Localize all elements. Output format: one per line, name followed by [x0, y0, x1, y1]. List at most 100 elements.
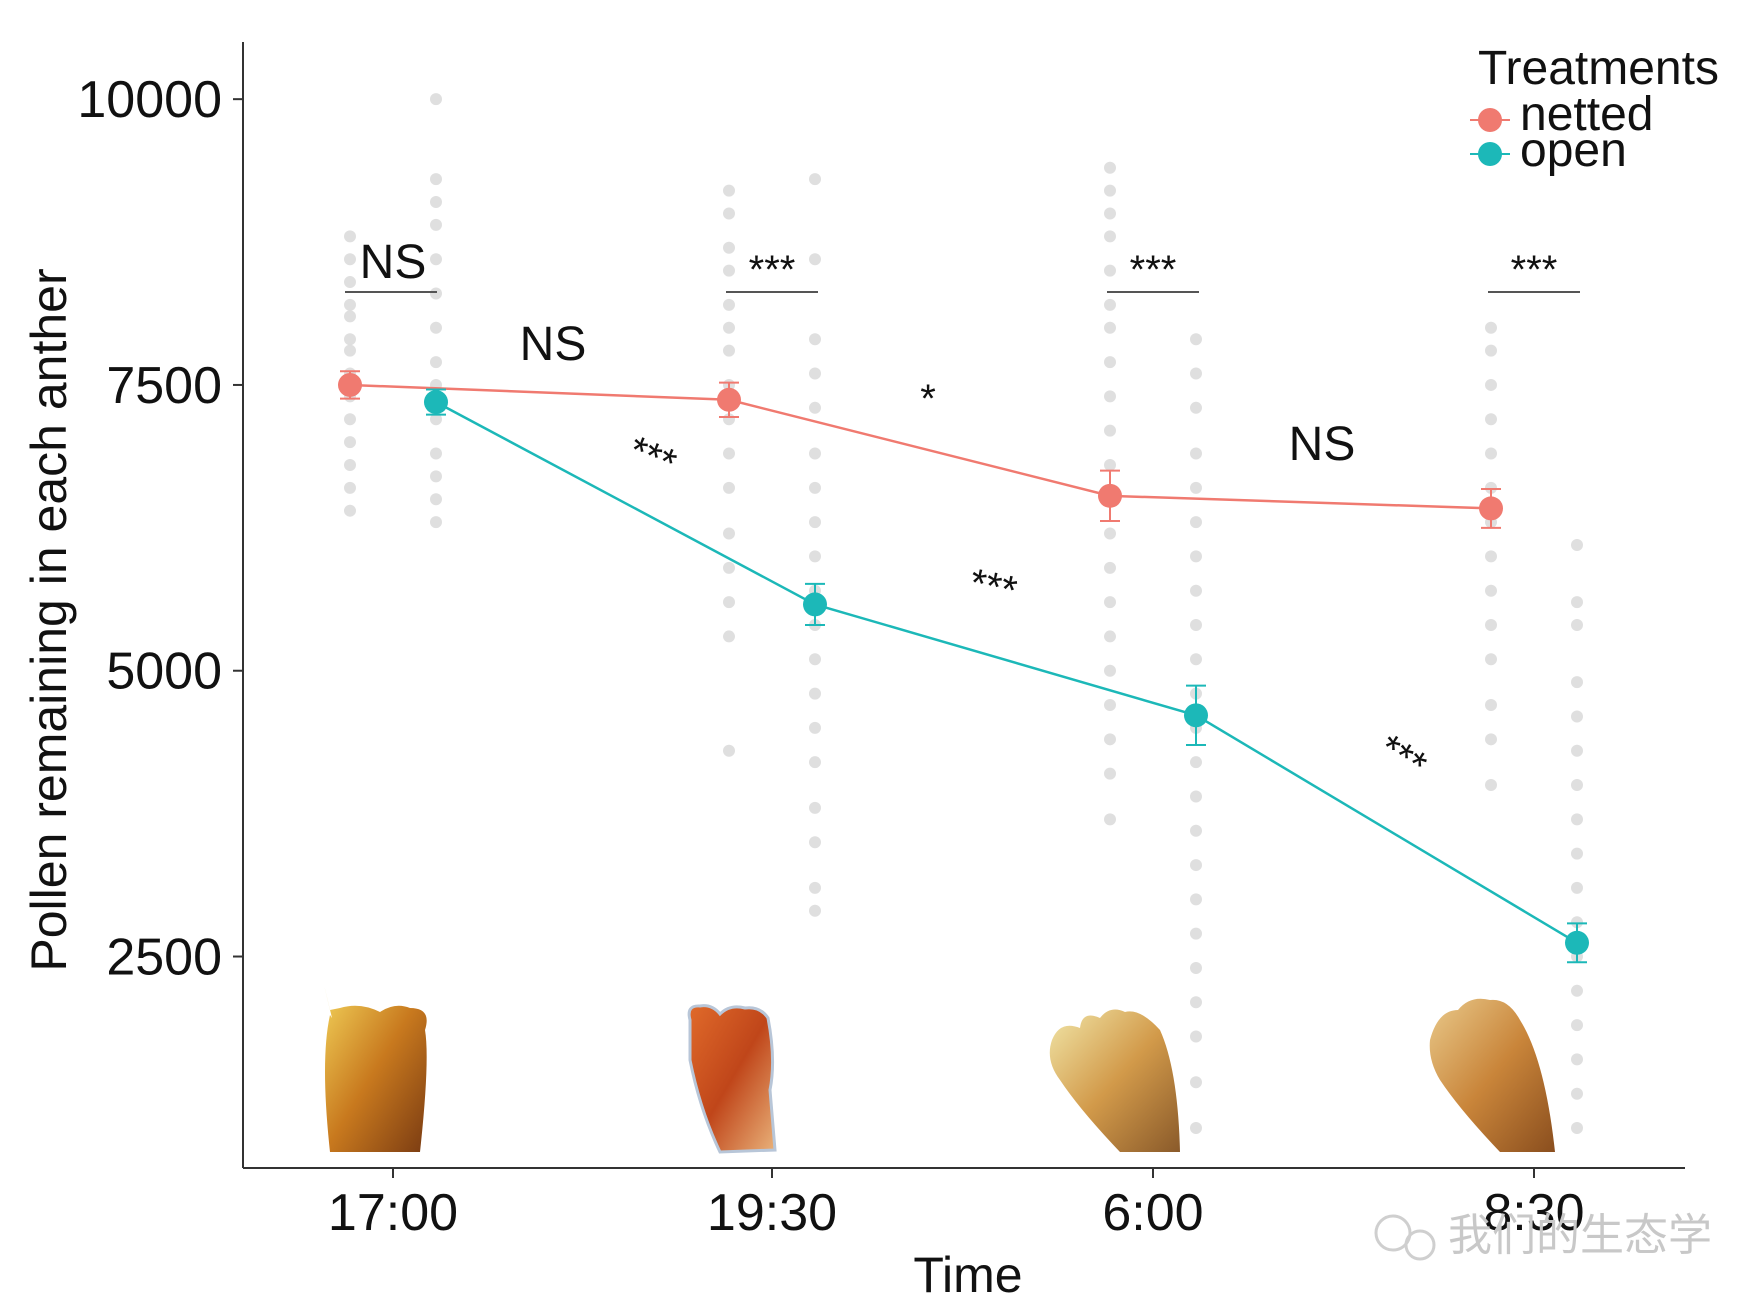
- sig-between-17-00: NS: [360, 236, 427, 289]
- raw-point: [809, 881, 821, 894]
- raw-point: [1571, 881, 1583, 894]
- raw-point: [1571, 676, 1583, 689]
- raw-point: [430, 196, 442, 209]
- raw-point: [1104, 184, 1116, 197]
- raw-point: [1485, 447, 1497, 460]
- anther-image-4: [1429, 998, 1555, 1152]
- series-line-open: [435, 400, 1578, 944]
- watermark-chat-icon-2: [1404, 1229, 1436, 1261]
- raw-point: [1485, 550, 1497, 563]
- raw-point: [1190, 481, 1202, 494]
- raw-point: [1190, 447, 1202, 460]
- raw-point: [1190, 1076, 1202, 1089]
- sig-open-seg-2: ***: [966, 561, 1021, 614]
- legend-label-netted: netted: [1520, 88, 1653, 141]
- raw-point: [430, 321, 442, 334]
- raw-point: [1571, 744, 1583, 757]
- raw-point: [1104, 321, 1116, 334]
- raw-point: [1190, 584, 1202, 597]
- mean-point-netted: [338, 372, 362, 397]
- raw-point: [1190, 756, 1202, 769]
- raw-point: [1104, 699, 1116, 712]
- raw-point: [1571, 916, 1583, 929]
- raw-point: [1190, 516, 1202, 529]
- raw-point: [1104, 630, 1116, 643]
- raw-point: [723, 596, 735, 609]
- raw-point: [1485, 779, 1497, 792]
- raw-point: [723, 447, 735, 460]
- watermark-chat-icon: [1374, 1214, 1412, 1252]
- raw-point: [723, 344, 735, 357]
- raw-point: [1104, 458, 1116, 471]
- sig-between-8-30: ***: [1511, 248, 1558, 292]
- raw-point: [723, 241, 735, 254]
- raw-point: [1485, 619, 1497, 632]
- raw-point: [1485, 413, 1497, 426]
- legend: Treatments netted open: [1470, 42, 1719, 177]
- raw-point: [809, 801, 821, 814]
- series-line-netted: [349, 383, 1492, 510]
- raw-point: [809, 447, 821, 460]
- raw-point: [1190, 893, 1202, 906]
- x-ticks: 17:00 19:30 6:00 8:30: [328, 1168, 1585, 1242]
- raw-point: [1190, 550, 1202, 563]
- mean-point-netted: [717, 387, 741, 412]
- sig-open-seg-3: ***: [1371, 726, 1434, 788]
- anther-image-1: [324, 986, 427, 1152]
- raw-point: [1104, 424, 1116, 437]
- raw-point: [430, 493, 442, 506]
- raw-point: [1104, 733, 1116, 746]
- anther-image-2: [687, 1004, 777, 1154]
- mean-point-netted: [1479, 496, 1503, 521]
- sig-between-6-00: ***: [1130, 248, 1177, 292]
- raw-point: [344, 504, 356, 517]
- legend-label-open: open: [1520, 124, 1627, 177]
- raw-point: [1571, 847, 1583, 860]
- raw-point: [344, 481, 356, 494]
- sig-netted-seg-1: NS: [520, 318, 587, 371]
- raw-point: [344, 276, 356, 289]
- raw-point: [430, 287, 442, 300]
- raw-point: [723, 321, 735, 334]
- x-axis-title: Time: [913, 1247, 1022, 1299]
- raw-point: [344, 298, 356, 311]
- raw-point: [1104, 161, 1116, 174]
- raw-point: [430, 253, 442, 266]
- raw-point: [1190, 1030, 1202, 1043]
- raw-point: [809, 550, 821, 563]
- raw-point: [723, 561, 735, 574]
- raw-point: [1190, 927, 1202, 940]
- raw-point: [809, 687, 821, 700]
- raw-point: [344, 253, 356, 266]
- y-axis-title: Pollen remaining in each anther: [21, 268, 77, 971]
- raw-point: [1485, 584, 1497, 597]
- legend-marker-netted: [1478, 108, 1502, 132]
- raw-point: [1190, 996, 1202, 1009]
- raw-point: [430, 413, 442, 426]
- raw-point: [809, 516, 821, 529]
- raw-point: [344, 436, 356, 449]
- y-tick-label: 2500: [106, 929, 222, 987]
- raw-point: [1190, 961, 1202, 974]
- y-tick-label: 7500: [106, 357, 222, 415]
- raw-point: [723, 298, 735, 311]
- significance-layer: NS *** *** *** NS * NS *** *** ***: [345, 236, 1580, 788]
- raw-point: [723, 481, 735, 494]
- raw-point: [1485, 321, 1497, 334]
- raw-point: [1190, 824, 1202, 837]
- anther-illustrations: [324, 986, 1555, 1154]
- raw-point: [809, 653, 821, 666]
- raw-point: [809, 836, 821, 849]
- raw-point: [723, 207, 735, 220]
- raw-point: [1190, 1121, 1202, 1134]
- raw-point: [430, 516, 442, 529]
- raw-point: [344, 458, 356, 471]
- raw-point: [344, 230, 356, 243]
- raw-point: [1104, 390, 1116, 403]
- raw-point: [344, 413, 356, 426]
- raw-point: [809, 756, 821, 769]
- raw-point: [809, 481, 821, 494]
- y-ticks: 2500 5000 7500 10000: [77, 71, 243, 987]
- raw-point: [1571, 538, 1583, 551]
- sig-open-seg-1: ***: [622, 428, 682, 486]
